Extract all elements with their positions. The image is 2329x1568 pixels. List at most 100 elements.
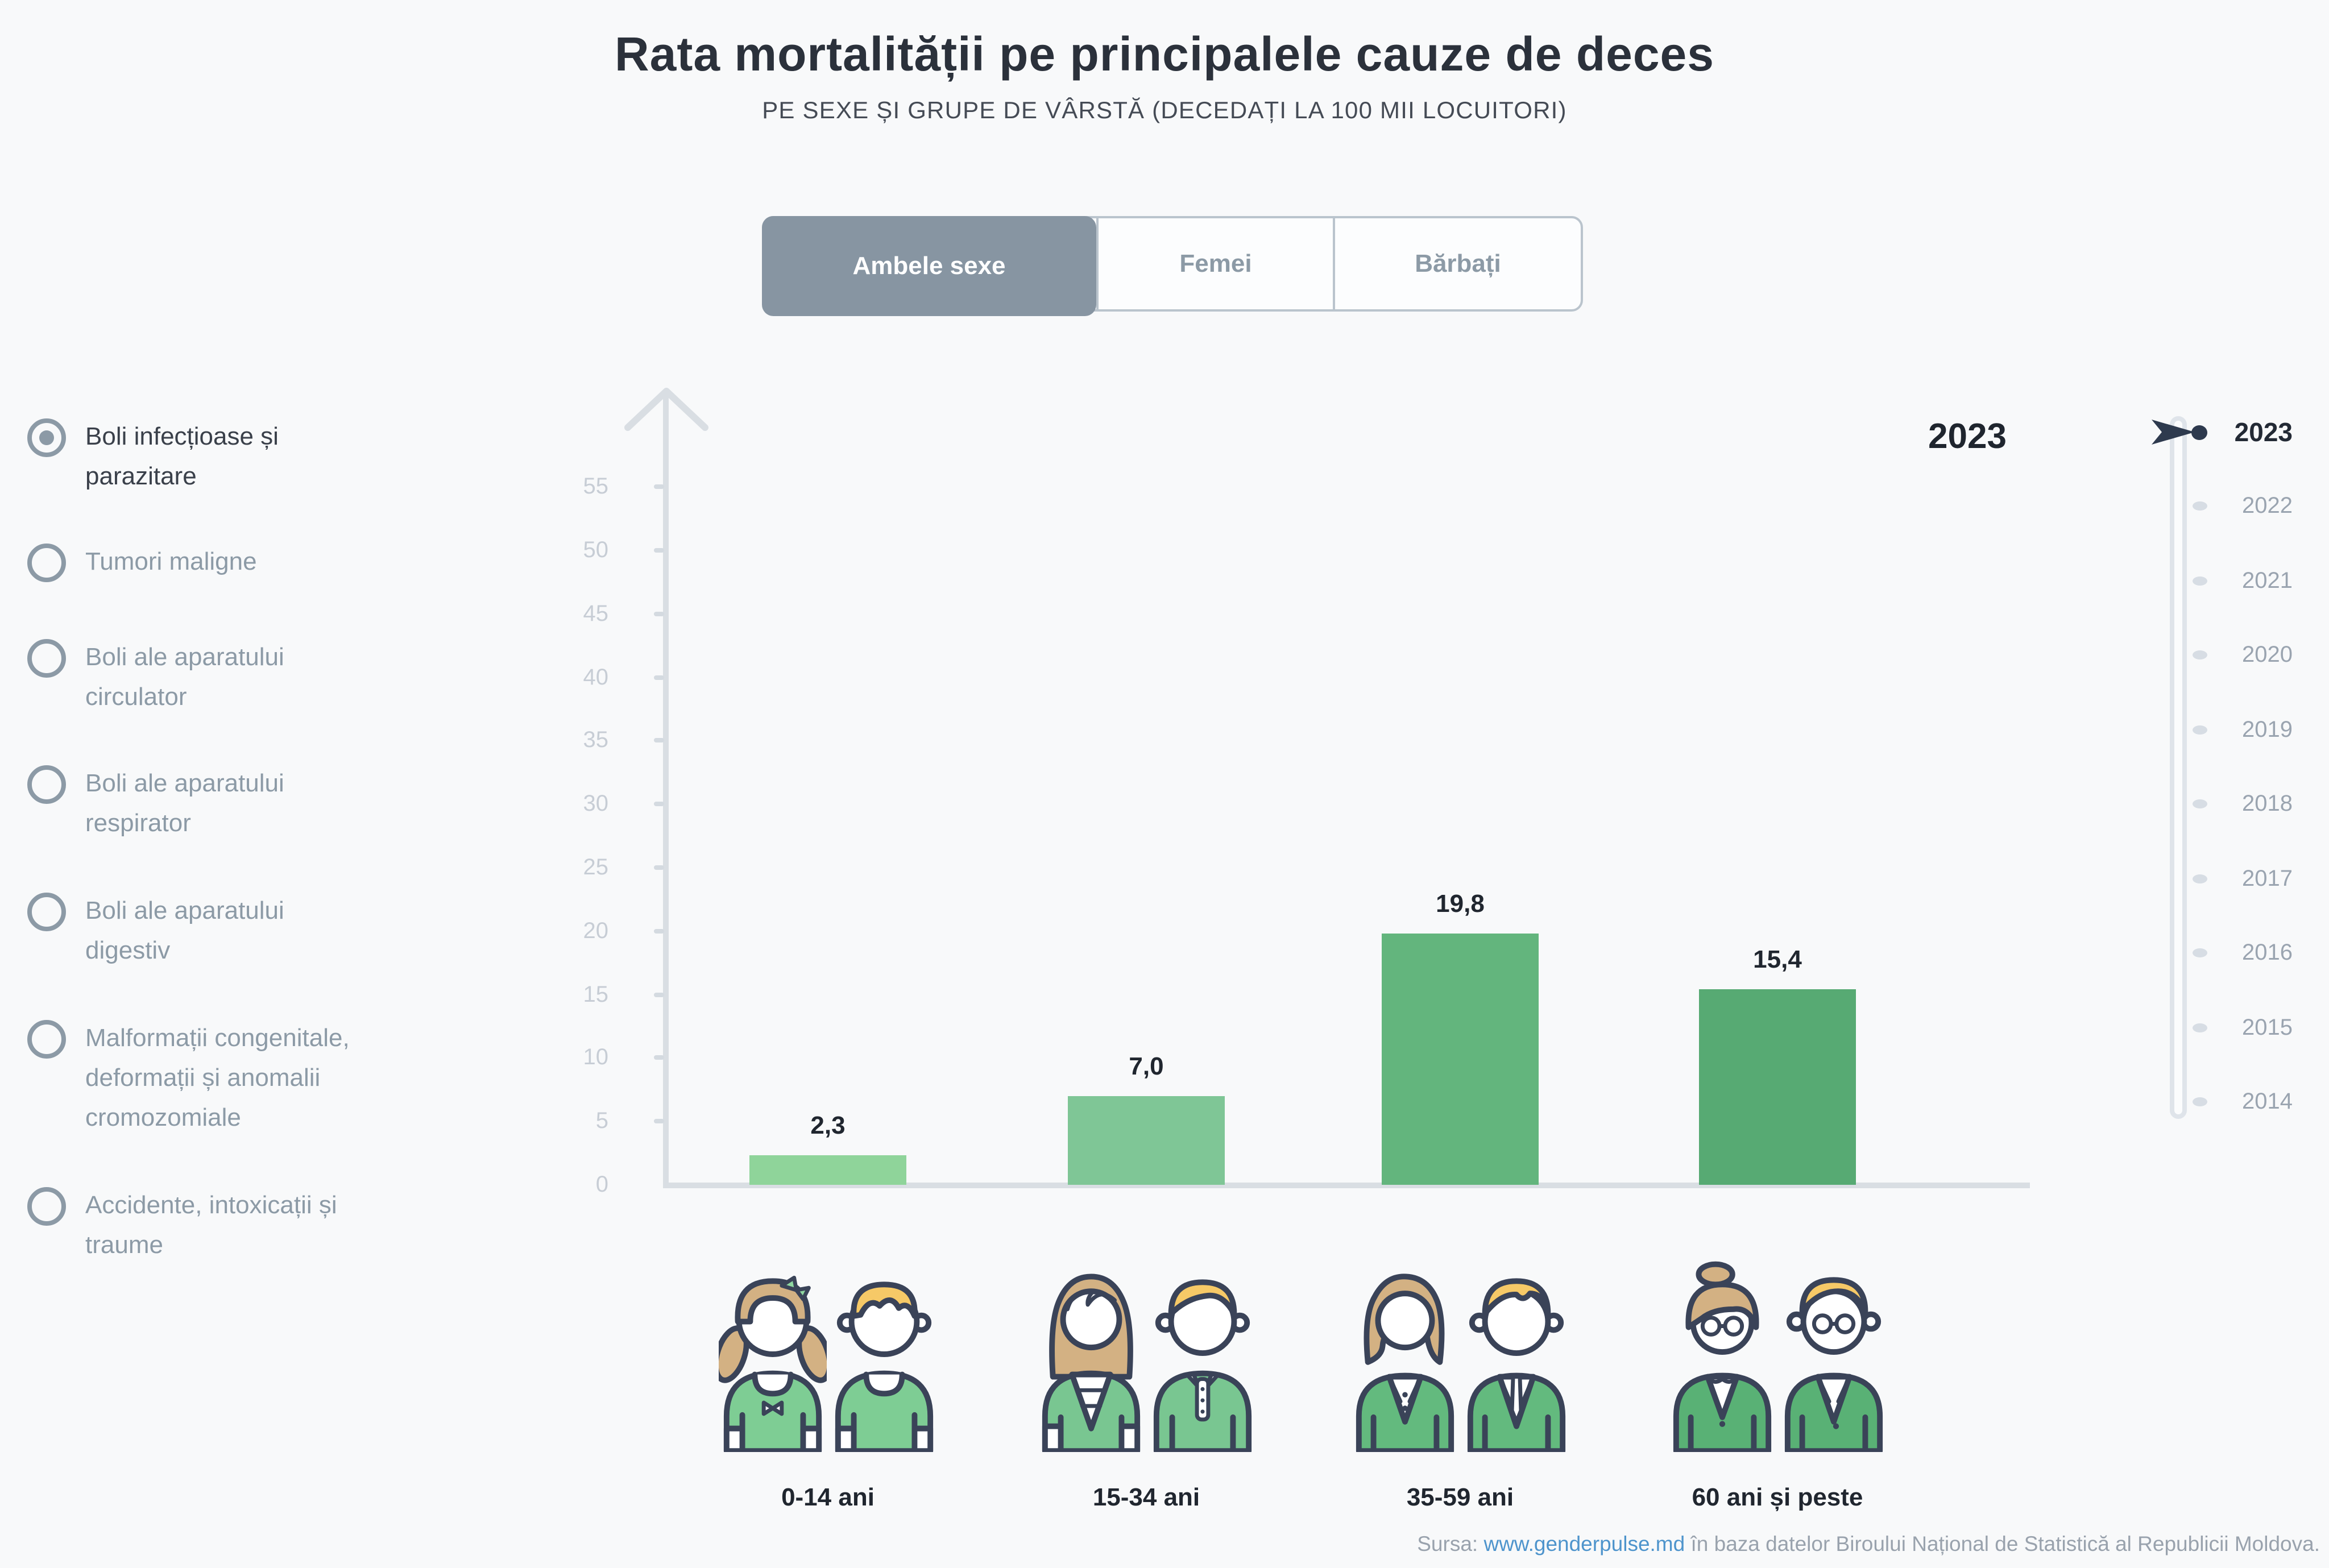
cause-label: Boli infecțioase și parazitare [85, 422, 279, 490]
year-dot[interactable] [2192, 1097, 2207, 1106]
y-tick-label: 25 [583, 855, 609, 880]
y-tick-label: 35 [583, 728, 609, 753]
bar-group-35-59: 19,8 [1382, 889, 1539, 1185]
year-cursor-icon[interactable] [2149, 417, 2197, 447]
year-option-2014[interactable]: 2014 [2242, 1089, 2293, 1114]
people-icons [1035, 1256, 1258, 1452]
people-icons [716, 1256, 939, 1452]
y-tick-label: 0 [595, 1172, 608, 1197]
year-option-2021[interactable]: 2021 [2242, 568, 2293, 594]
radio-icon[interactable] [27, 1020, 66, 1059]
radio-icon[interactable] [27, 544, 66, 582]
tab-barbati[interactable]: Bărbați [1333, 218, 1581, 309]
year-dot[interactable] [2192, 1023, 2207, 1032]
year-dot[interactable] [2192, 725, 2207, 735]
bar-value-label: 7,0 [1129, 1051, 1164, 1080]
cause-label: Tumori maligne [85, 547, 257, 575]
source-suffix: în baza datelor Biroului Național de Sta… [1690, 1532, 2320, 1555]
middle-aged-woman-icon [1355, 1274, 1454, 1452]
bar-value-label: 15,4 [1753, 945, 1802, 974]
y-tick-label: 45 [583, 601, 609, 627]
y-tick-mark [654, 548, 664, 553]
woman-icon [1041, 1274, 1140, 1452]
x-axis-line [663, 1183, 2030, 1188]
radio-icon[interactable] [27, 418, 66, 457]
age-group-label: 0-14 ani [781, 1483, 875, 1511]
year-option-2023[interactable]: 2023 [2234, 417, 2293, 447]
bar-0-14 [749, 1155, 906, 1185]
year-option-2020[interactable]: 2020 [2242, 642, 2293, 668]
bar-group-60-plus: 15,4 [1699, 945, 1856, 1185]
radio-icon[interactable] [27, 765, 66, 804]
man-icon [1153, 1279, 1251, 1452]
year-dot[interactable] [2192, 501, 2207, 511]
year-dot[interactable] [2192, 799, 2207, 809]
year-option-2018[interactable]: 2018 [2242, 791, 2293, 817]
y-tick-mark [654, 802, 664, 807]
cause-option-malformatii[interactable]: Malformații congenitale, deformații și a… [27, 1018, 370, 1137]
age-group-15-34: 15-34 ani [1035, 1256, 1258, 1512]
year-option-2017[interactable]: 2017 [2242, 866, 2293, 891]
y-tick-mark [654, 928, 664, 934]
y-tick-mark [654, 738, 664, 743]
y-tick-label: 10 [583, 1045, 609, 1071]
middle-aged-man-icon [1466, 1278, 1565, 1452]
year-option-2019[interactable]: 2019 [2242, 717, 2293, 742]
year-dot[interactable] [2192, 874, 2207, 883]
radio-icon[interactable] [27, 1187, 66, 1226]
y-tick-mark [654, 611, 664, 616]
cause-label: Accidente, intoxicații și traume [85, 1190, 337, 1259]
y-tick-label: 30 [583, 791, 609, 817]
y-tick-mark [654, 1055, 664, 1060]
y-tick-mark [654, 865, 664, 870]
bar-group-0-14: 2,3 [749, 1111, 906, 1185]
age-group-60-plus: 60 ani și peste [1666, 1256, 1889, 1512]
bar-value-label: 19,8 [1436, 889, 1485, 918]
cause-option-tumori[interactable]: Tumori maligne [27, 541, 370, 582]
y-tick-mark [654, 484, 664, 490]
age-group-label: 15-34 ani [1092, 1483, 1200, 1511]
age-group-label: 35-59 ani [1406, 1483, 1514, 1511]
elderly-woman-icon [1672, 1261, 1771, 1452]
cause-label: Malformații congenitale, deformații și a… [85, 1023, 350, 1131]
bar-60-plus [1699, 989, 1856, 1185]
y-tick-mark [654, 1119, 664, 1124]
girl-icon [718, 1275, 826, 1452]
year-option-2015[interactable]: 2015 [2242, 1015, 2293, 1040]
year-dot[interactable] [2192, 576, 2207, 586]
cause-label: Boli ale aparatului circulator [85, 642, 284, 711]
boy-icon [834, 1281, 933, 1452]
people-icons [1349, 1256, 1572, 1452]
source-link[interactable]: www.genderpulse.md [1483, 1532, 1685, 1555]
radio-icon[interactable] [27, 893, 66, 931]
y-axis-arrow-icon [624, 388, 708, 431]
tab-femei[interactable]: Femei [1096, 218, 1333, 309]
cause-label: Boli ale aparatului digestiv [85, 896, 284, 964]
y-axis-line [663, 396, 669, 1185]
source-prefix: Sursa: [1417, 1532, 1478, 1555]
cause-option-infectioase[interactable]: Boli infecțioase și parazitare [27, 416, 370, 496]
page-subtitle: PE SEXE ȘI GRUPE DE VÂRSTĂ (DECEDAȚI LA … [762, 98, 1567, 124]
year-slider-track [2170, 416, 2187, 1119]
y-tick-label: 5 [595, 1109, 608, 1134]
year-option-2016[interactable]: 2016 [2242, 940, 2293, 966]
source-note: Sursa: www.genderpulse.md în baza datelo… [1417, 1532, 2320, 1557]
cause-option-respirator[interactable]: Boli ale aparatului respirator [27, 763, 370, 843]
cause-option-accidente[interactable]: Accidente, intoxicații și traume [27, 1185, 370, 1264]
cause-option-circulator[interactable]: Boli ale aparatului circulator [27, 637, 370, 716]
age-group-0-14: 0-14 ani [716, 1256, 939, 1512]
y-tick-label: 50 [583, 538, 609, 563]
tab-ambele-sexe[interactable]: Ambele sexe [762, 216, 1096, 316]
year-dot[interactable] [2192, 948, 2207, 958]
y-tick-label: 40 [583, 665, 609, 690]
bar-15-34 [1068, 1096, 1225, 1185]
cause-option-digestiv[interactable]: Boli ale aparatului digestiv [27, 890, 370, 970]
sex-tabs: Ambele sexe Femei Bărbați [762, 216, 1583, 316]
bar-35-59 [1382, 934, 1539, 1185]
page-title: Rata mortalității pe principalele cauze … [614, 27, 1714, 81]
y-tick-label: 15 [583, 982, 609, 1007]
year-option-2022[interactable]: 2022 [2242, 493, 2293, 519]
year-dot[interactable] [2192, 650, 2207, 660]
radio-icon[interactable] [27, 639, 66, 678]
